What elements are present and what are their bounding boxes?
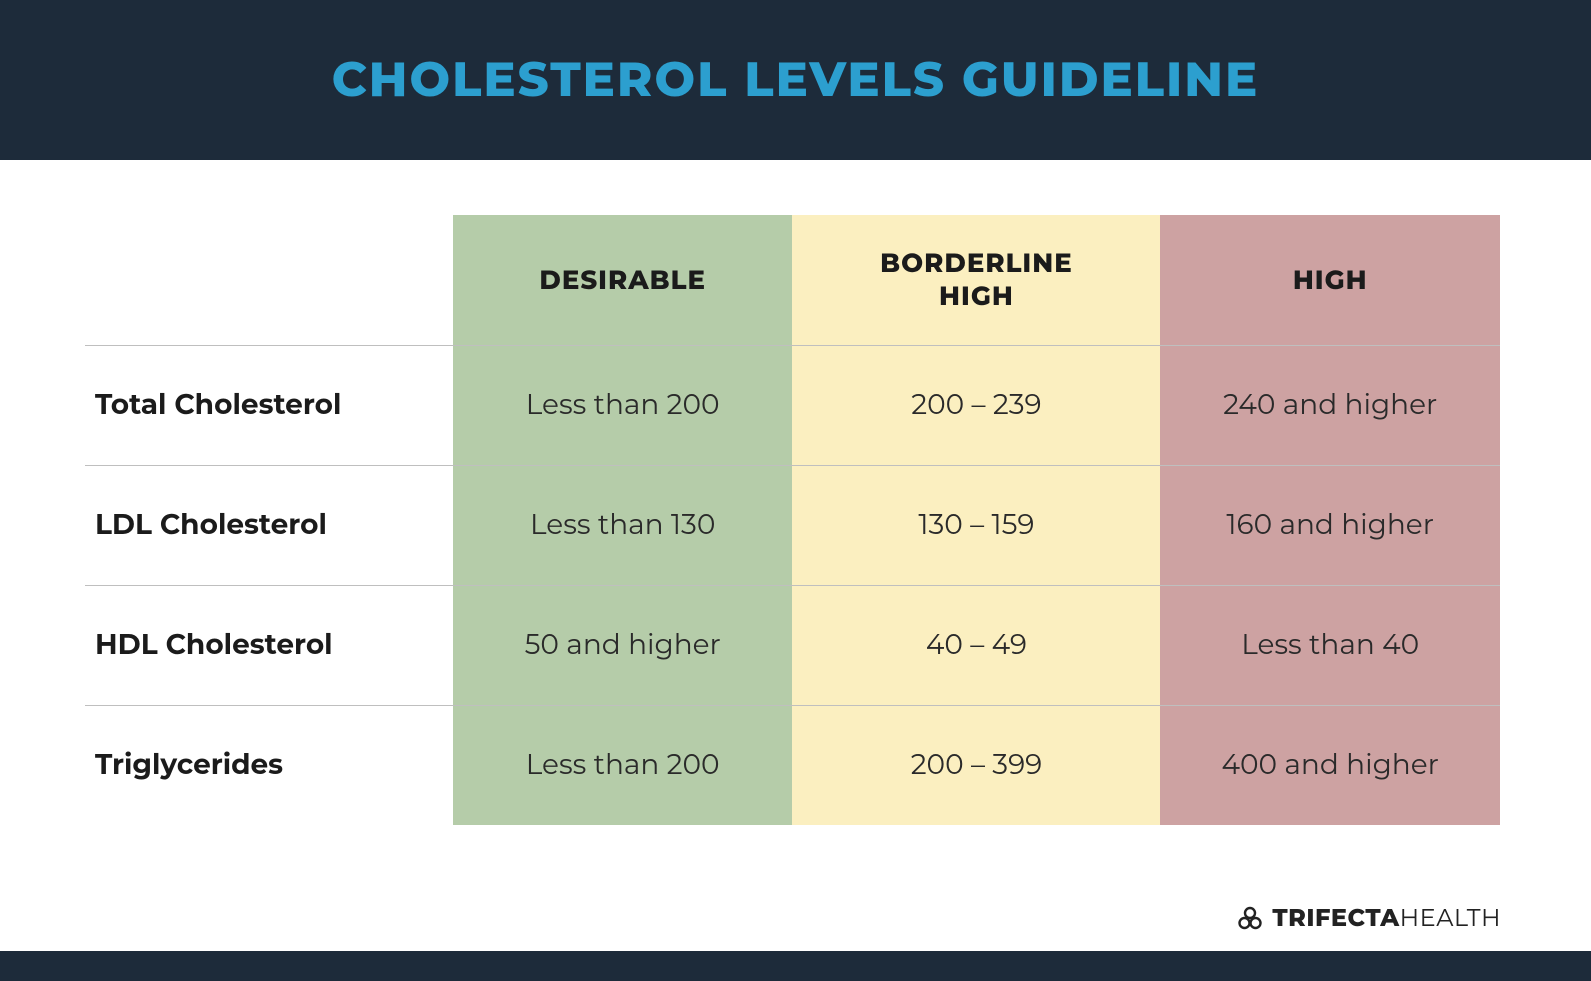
rowlabel: LDL Cholesterol — [85, 465, 453, 585]
table-row: HDL Cholesterol 50 and higher 40 – 49 Le… — [85, 585, 1500, 705]
guideline-table-wrap: DESIRABLE BORDERLINEHIGH HIGH Total Chol… — [85, 215, 1500, 825]
cell-desirable: Less than 200 — [453, 345, 793, 465]
cell-desirable: 50 and higher — [453, 585, 793, 705]
cell-desirable: Less than 130 — [453, 465, 793, 585]
table-row: Total Cholesterol Less than 200 200 – 23… — [85, 345, 1500, 465]
brand-mark: TRIFECTAHEALTH — [1236, 904, 1501, 933]
cell-high: Less than 40 — [1160, 585, 1500, 705]
cell-high: 400 and higher — [1160, 705, 1500, 825]
page-title: CHOLESTEROL LEVELS GUIDELINE — [332, 51, 1260, 109]
colhead-borderline: BORDERLINEHIGH — [792, 215, 1160, 345]
brand-text: TRIFECTAHEALTH — [1272, 904, 1501, 933]
header-empty — [85, 215, 453, 345]
cell-high: 240 and higher — [1160, 345, 1500, 465]
rowlabel: Triglycerides — [85, 705, 453, 825]
cell-borderline: 200 – 399 — [792, 705, 1160, 825]
guideline-table: DESIRABLE BORDERLINEHIGH HIGH Total Chol… — [85, 215, 1500, 825]
table-row: LDL Cholesterol Less than 130 130 – 159 … — [85, 465, 1500, 585]
colhead-desirable: DESIRABLE — [453, 215, 793, 345]
cell-high: 160 and higher — [1160, 465, 1500, 585]
cell-desirable: Less than 200 — [453, 705, 793, 825]
rowlabel: Total Cholesterol — [85, 345, 453, 465]
colhead-high: HIGH — [1160, 215, 1500, 345]
footer-band — [0, 951, 1591, 981]
rowlabel: HDL Cholesterol — [85, 585, 453, 705]
brand-icon — [1236, 905, 1264, 933]
header-band: CHOLESTEROL LEVELS GUIDELINE — [0, 0, 1591, 160]
cell-borderline: 130 – 159 — [792, 465, 1160, 585]
cell-borderline: 40 – 49 — [792, 585, 1160, 705]
table-row: Triglycerides Less than 200 200 – 399 40… — [85, 705, 1500, 825]
cell-borderline: 200 – 239 — [792, 345, 1160, 465]
